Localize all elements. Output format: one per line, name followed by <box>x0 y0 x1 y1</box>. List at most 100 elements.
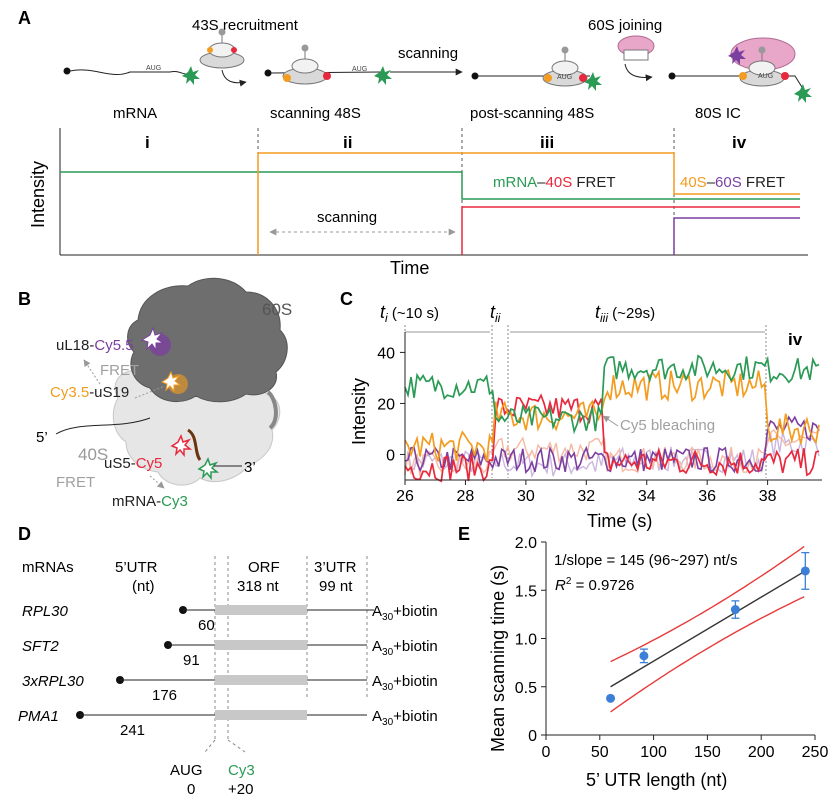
cy5-star-icon <box>170 434 193 458</box>
trace-orange <box>404 368 820 462</box>
construct-row: PMA1 241 A30+biotin <box>18 708 438 739</box>
panel-e-letter: E <box>458 524 470 544</box>
e-ytick-label: 2.0 <box>515 535 537 552</box>
panel-c-ticks: 26 28 30 32 34 36 38 0 20 40 <box>377 345 776 505</box>
mrna-name: 3xRPL30 <box>22 673 84 690</box>
tail-label: A30+biotin <box>372 708 438 728</box>
cy55-star-icon <box>140 326 165 352</box>
e-ytick-label: 1.5 <box>515 583 537 600</box>
e-ytick-label: 0.5 <box>515 680 537 697</box>
utr-length: 241 <box>120 722 145 739</box>
fret-label-bottom: FRET <box>56 474 95 491</box>
panel-c-traces <box>404 354 820 483</box>
roman-iii: iii <box>540 133 554 152</box>
joining-label: 60S joining <box>588 17 662 34</box>
confidence-band-lower <box>610 596 805 713</box>
header-mrnas: mRNAs <box>22 559 74 576</box>
utr-length: 60 <box>198 617 215 634</box>
panel-a-ylabel: Intensity <box>28 161 48 228</box>
guide-tails <box>204 739 246 753</box>
slope-annotation: 1/slope = 145 (96~297) nt/s <box>554 552 737 569</box>
e-ytick-label: 1.0 <box>515 632 537 649</box>
aug-label-2: AUG <box>352 66 367 73</box>
trace-red-schematic <box>461 206 800 255</box>
e-xtick-label: 150 <box>694 744 721 761</box>
cy35-star-icon <box>160 370 182 393</box>
fret-arrow-bottom <box>149 475 165 489</box>
panel-e-ylabel: Mean scanning time (s) <box>488 565 508 752</box>
panel-b-letter: B <box>18 289 31 309</box>
c-ytick-label: 0 <box>386 447 395 464</box>
aug-label-4: AUG <box>758 73 773 80</box>
utr-length: 91 <box>183 652 200 669</box>
c-xtick-label: 32 <box>577 488 595 505</box>
cy3-marker-label: Cy3 <box>228 762 255 779</box>
tail-label: A30+biotin <box>372 603 438 623</box>
label-us5: uS5-Cy5 <box>104 455 162 472</box>
trace-purple-schematic <box>673 217 800 255</box>
construct-row: 3xRPL30 176 A30+biotin <box>22 673 438 704</box>
data-point <box>606 693 616 703</box>
header-orf: ORF <box>248 559 280 576</box>
label-ul18: uL18-Cy5.5 <box>56 337 134 354</box>
iv-label: iv <box>788 330 803 349</box>
c-ytick-label: 20 <box>377 396 395 413</box>
data-point <box>730 605 740 615</box>
tail-label: A30+biotin <box>372 638 438 658</box>
fret-label-top: FRET <box>100 362 139 379</box>
tiii-label: tiii (~29s) <box>595 302 655 325</box>
e-xtick-label: 200 <box>748 744 775 761</box>
structure-60s <box>127 277 288 403</box>
bleach-arrow <box>602 415 619 427</box>
construct-row: RPL30 60 A30+biotin <box>22 603 438 634</box>
ribosome-80s-schematic: AUG <box>668 37 812 103</box>
e-xtick-label: 100 <box>640 744 667 761</box>
aug-position: 0 <box>187 781 195 798</box>
panel-a: A 43S recruitment scanning 60S joining A… <box>18 8 812 278</box>
post-scanning-48s-schematic: AUG <box>471 46 602 91</box>
panel-d: D mRNAs 5’UTR (nt) ORF 318 nt 3’UTR 99 n… <box>18 524 438 798</box>
header-nt: (nt) <box>132 578 155 595</box>
label-60s: 60S <box>262 300 292 319</box>
structure-tail <box>266 390 278 430</box>
header-utr3: 3’UTR <box>314 559 357 576</box>
ribosome-60s-icon <box>617 35 655 61</box>
tii-label: tii <box>490 302 501 325</box>
mrna-name: RPL30 <box>22 603 69 620</box>
ribosome-43s-icon <box>199 28 245 69</box>
40s-60s-fret-label: 40S–60S FRET <box>680 174 785 191</box>
scanning-48s-schematic: AUG <box>264 44 392 85</box>
panel-d-letter: D <box>18 524 31 544</box>
trace-green-schematic <box>60 171 800 200</box>
scanning-arrow-label: scanning <box>398 45 458 62</box>
e-xtick-label: 0 <box>542 744 551 761</box>
us19-leader <box>134 385 166 399</box>
joining-arrow <box>624 63 653 82</box>
panel-c: C ti (~10 s) tii tiii (~29s) iv 26 28 30 32… <box>340 289 822 531</box>
confidence-band-upper <box>610 545 805 663</box>
aug-marker-label: AUG <box>170 762 203 779</box>
panel-a-letter: A <box>18 8 31 28</box>
c-xtick-label: 30 <box>517 488 535 505</box>
tail-label: A30+biotin <box>372 673 438 693</box>
recruit-arrow <box>221 69 247 87</box>
label-us19: Cy3.5-uS19 <box>50 384 129 401</box>
stage-label-postscanning: post-scanning 48S <box>470 105 594 122</box>
roman-ii: ii <box>343 133 352 152</box>
mrna-name: PMA1 <box>18 708 59 725</box>
e-xtick-label: 250 <box>802 744 829 761</box>
mrna-path <box>187 428 202 461</box>
panel-c-ylabel: Intensity <box>349 378 369 445</box>
stage-label-scanning48s: scanning 48S <box>270 105 361 122</box>
cy3-star-icon <box>197 457 220 481</box>
roman-iv: iv <box>732 133 747 152</box>
fret-arrow-top <box>83 359 101 385</box>
aug-label-1: AUG <box>146 65 161 72</box>
c-xtick-label: 26 <box>396 488 414 505</box>
label-3prime: 3’ <box>244 459 256 476</box>
panel-e-plot: 0 50 100 150 200 250 0 0.5 1.0 1.5 2.0 <box>515 535 829 761</box>
panel-e: E 0 50 100 150 200 250 0 0.5 1.0 1.5 2.0 1/slope =… <box>458 524 828 790</box>
five-prime-line <box>55 417 151 435</box>
aug-label-3: AUG <box>557 74 572 81</box>
